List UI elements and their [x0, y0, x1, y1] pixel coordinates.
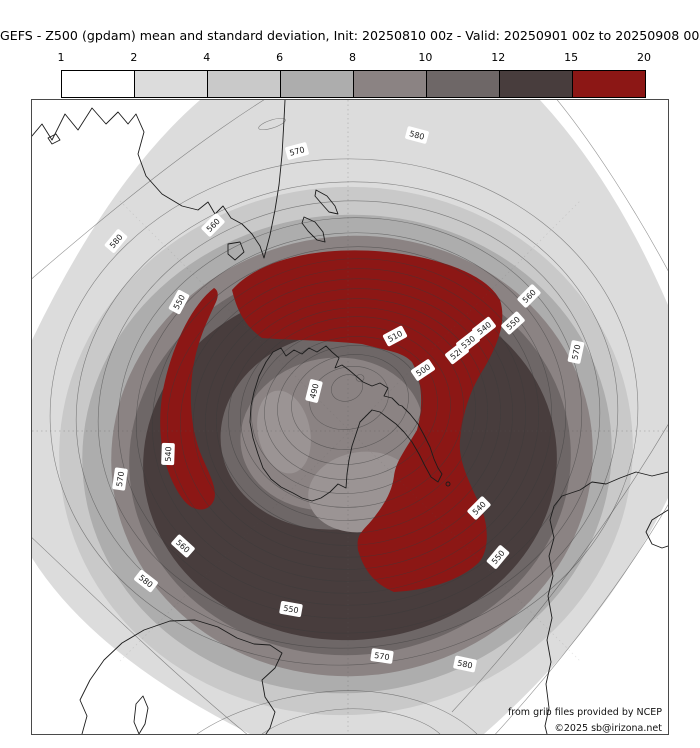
- stddev-shading: [32, 100, 668, 734]
- contour-label: 540: [161, 442, 175, 466]
- svg-text:570: 570: [374, 651, 390, 662]
- coast-south-america-east: [645, 509, 668, 549]
- colorbar-segment-15-20: [573, 71, 645, 97]
- coast-tasmania: [227, 241, 245, 261]
- coast-new-zealand-south: [301, 216, 326, 243]
- colorbar-tick-2: 2: [130, 51, 138, 64]
- coast-madagascar: [133, 695, 149, 734]
- colorbar-segment-4-6: [208, 71, 281, 97]
- svg-text:570: 570: [289, 145, 306, 158]
- attribution-source: from grib files provided by NCEP: [508, 707, 662, 718]
- colorbar-tick-10: 10: [418, 51, 433, 64]
- colorbar-segment-2-4: [135, 71, 208, 97]
- attribution: from grib files provided by NCEP ©2025 s…: [508, 707, 662, 734]
- svg-text:540: 540: [164, 446, 174, 462]
- white-corner-topleft: [32, 100, 200, 340]
- colorbar-segment-6-8: [281, 71, 354, 97]
- z500-contour-edge-arcs: [32, 100, 668, 734]
- coast-south-america: [544, 471, 668, 734]
- colorbar-segment-12-15: [500, 71, 573, 97]
- contour-label: 570: [112, 467, 128, 491]
- colorbar-tick-1: 1: [57, 51, 65, 64]
- coast-new-zealand-north: [314, 189, 339, 215]
- stddev-band-15-20-main: [232, 250, 503, 593]
- colorbar-ticks: 1 2 4 6 8 10 12 15 20: [0, 51, 700, 66]
- z500-contour-rings: [49, 158, 639, 666]
- colorbar-tick-4: 4: [203, 51, 211, 64]
- coastlines: [32, 100, 668, 734]
- graticule-grid: [32, 100, 668, 734]
- contour-label: 570: [567, 340, 585, 364]
- contour-label: 580: [405, 126, 429, 144]
- contour-label: 530: [456, 330, 480, 354]
- contour-label: 490: [305, 379, 323, 403]
- colorbar-tick-15: 15: [564, 51, 579, 64]
- contour-label: 570: [285, 142, 309, 160]
- colorbar-tick-8: 8: [349, 51, 356, 64]
- attribution-copyright: ©2025 sb@irizona.net: [554, 723, 662, 734]
- coast-australia: [32, 100, 286, 259]
- contour-label: 570: [370, 648, 394, 664]
- colorbar-tick-12: 12: [491, 51, 506, 64]
- colorbar-segment-8-10: [354, 71, 427, 97]
- colorbar-segment-1-2: [62, 71, 135, 97]
- svg-text:580: 580: [408, 129, 425, 142]
- white-corner-topright: [540, 100, 668, 305]
- contour-label: 510: [382, 325, 408, 347]
- page-title: GEFS - Z500 (gpdam) mean and standard de…: [0, 28, 700, 43]
- svg-text:570: 570: [570, 344, 582, 361]
- colorbar: [61, 70, 646, 98]
- colorbar-tick-6: 6: [276, 51, 284, 64]
- white-corner-bottomright: [484, 498, 668, 734]
- svg-text:580: 580: [456, 658, 473, 670]
- svg-text:570: 570: [115, 471, 126, 487]
- colorbar-tick-20: 20: [637, 51, 651, 64]
- contour-label: 550: [279, 601, 303, 617]
- coast-africa: [79, 619, 283, 734]
- stddev-band-15-20-left: [160, 288, 218, 510]
- colorbar-segment-10-12: [427, 71, 500, 97]
- svg-text:490: 490: [308, 383, 320, 400]
- contour-label: 550: [168, 289, 190, 315]
- svg-text:550: 550: [283, 604, 300, 616]
- white-corner-bottomleft: [32, 558, 250, 734]
- map-frame: 580 570 560 550 580 540 570 490 510 500 520 530 540 5…: [31, 99, 669, 735]
- contour-label: 540: [472, 316, 496, 340]
- coast-peninsula-islet: [445, 481, 451, 487]
- contour-label: 580: [453, 655, 477, 673]
- coast-antarctica: [249, 345, 443, 502]
- contour-label: 580: [134, 569, 158, 593]
- coast-kangaroo-island: [47, 133, 61, 145]
- contour-label: 500: [411, 359, 435, 381]
